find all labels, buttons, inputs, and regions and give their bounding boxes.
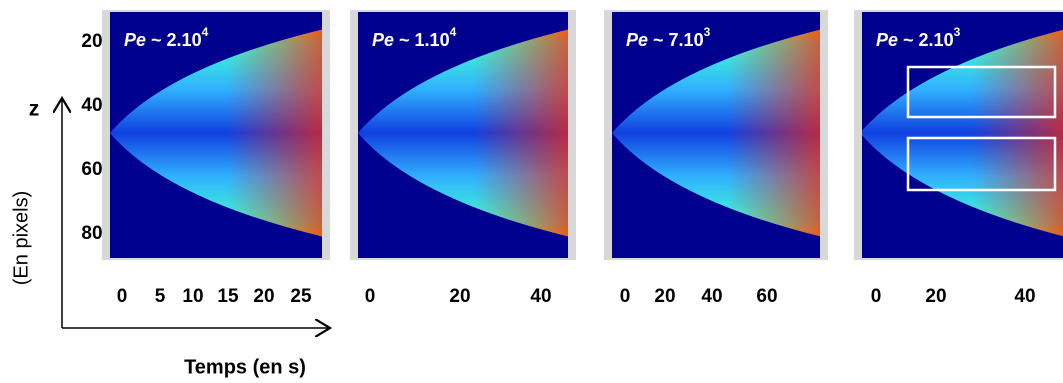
x-tick-label: 15: [217, 286, 239, 307]
x-tick-label: 0: [620, 286, 631, 307]
x-tick-label: 10: [182, 286, 203, 307]
title-exponent: 3: [954, 25, 961, 39]
x-tick-label: 25: [290, 286, 312, 307]
plume: [110, 29, 322, 237]
title-symbol: Pe: [124, 30, 146, 50]
y-tick-label: 20: [81, 31, 102, 52]
y-tick-label: 40: [81, 95, 102, 116]
panel-title: Pe ~ 2.104: [124, 25, 209, 50]
plume-hot: [358, 29, 568, 237]
x-tick-label: 40: [530, 286, 551, 307]
x-tick-label: 0: [871, 286, 882, 307]
title-exponent: 3: [704, 25, 711, 39]
y-tick-label: 80: [81, 223, 102, 244]
plume: [862, 29, 1063, 237]
title-symbol: Pe: [876, 30, 898, 50]
plume-hot: [612, 29, 820, 237]
x-tick-label: 20: [654, 286, 675, 307]
plume: [612, 29, 820, 237]
plume: [358, 29, 568, 237]
title-text: ~ 2.10: [146, 30, 202, 50]
x-label: Temps (en s): [184, 356, 306, 378]
title-text: ~ 2.10: [898, 30, 954, 50]
title-exponent: 4: [450, 25, 457, 39]
panel-title: Pe ~ 1.104: [372, 25, 457, 50]
x-tick-label: 5: [155, 286, 166, 307]
plume-hot: [110, 29, 322, 237]
y-unit: (En pixels): [10, 191, 32, 285]
title-symbol: Pe: [626, 30, 648, 50]
panel-title: Pe ~ 2.103: [876, 25, 961, 50]
x-tick-label: 40: [1014, 286, 1035, 307]
x-tick-label: 40: [701, 286, 722, 307]
title-text: ~ 7.10: [648, 30, 704, 50]
highlight-box: [906, 65, 1057, 119]
x-tick-label: 20: [925, 286, 946, 307]
title-symbol: Pe: [372, 30, 394, 50]
x-tick-label: 20: [449, 286, 470, 307]
x-tick-label: 0: [365, 286, 376, 307]
x-tick-label: 20: [253, 286, 274, 307]
x-tick-label: 0: [117, 286, 128, 307]
highlight-box: [906, 136, 1057, 192]
plume-hot: [862, 29, 1063, 237]
y-label: z: [29, 98, 40, 121]
x-tick-label: 60: [756, 286, 777, 307]
y-tick-label: 60: [81, 159, 102, 180]
title-exponent: 4: [202, 25, 209, 39]
panel-title: Pe ~ 7.103: [626, 25, 711, 50]
title-text: ~ 1.10: [394, 30, 450, 50]
